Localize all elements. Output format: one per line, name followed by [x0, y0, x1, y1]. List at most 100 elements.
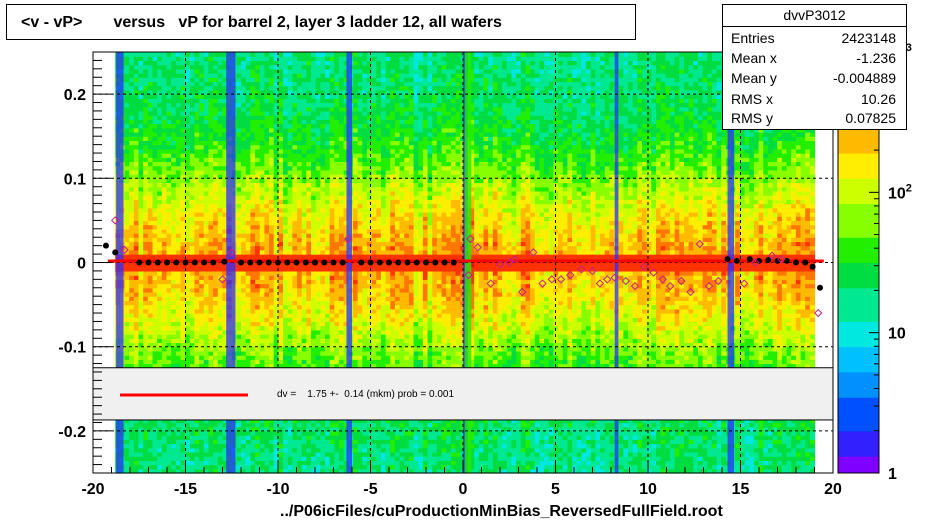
palette-bin	[838, 169, 879, 179]
stat-row-mean-y: Mean y -0.004889	[731, 70, 896, 88]
data-point	[358, 259, 365, 266]
x-tick-label: 10	[639, 481, 657, 498]
stat-row-rms-x: RMS x 10.26	[731, 91, 896, 109]
palette-bin	[838, 287, 879, 297]
palette-bin	[838, 371, 879, 381]
data-point	[112, 249, 119, 256]
data-point	[221, 258, 228, 265]
data-point	[339, 259, 346, 266]
stat-row-entries: Entries 2423148	[731, 30, 896, 48]
palette-bin	[838, 144, 879, 154]
palette-bin	[838, 270, 879, 280]
data-point	[739, 279, 749, 288]
data-point	[517, 287, 527, 297]
data-point	[466, 234, 475, 244]
palette-bin	[838, 220, 879, 230]
data-point	[413, 259, 420, 266]
data-point	[630, 281, 640, 291]
data-point	[746, 256, 753, 263]
palette-tick-label: 1	[888, 466, 897, 483]
data-point	[566, 270, 575, 280]
palette-tick-label: 102	[888, 182, 912, 202]
data-point	[110, 216, 120, 225]
data-point	[227, 248, 236, 257]
stat-label: RMS x	[731, 91, 773, 107]
data-point	[793, 259, 799, 266]
palette-bin	[838, 178, 879, 188]
palette-bin	[838, 447, 879, 457]
data-point	[610, 273, 619, 282]
palette-bin	[838, 456, 879, 466]
data-point	[817, 284, 824, 291]
palette-bin	[838, 338, 879, 348]
data-point	[556, 275, 566, 284]
stat-value: 10.26	[860, 91, 896, 107]
data-point	[765, 256, 772, 263]
data-point	[275, 259, 281, 266]
data-point	[238, 259, 244, 266]
data-point	[404, 259, 411, 266]
data-point	[595, 279, 605, 288]
y-tick-label: 0.2	[64, 87, 86, 104]
palette-bin	[838, 211, 879, 221]
data-point	[473, 243, 483, 252]
data-point	[802, 259, 809, 266]
data-point	[432, 259, 439, 266]
data-point	[164, 259, 170, 266]
data-point	[686, 287, 695, 297]
stat-row-mean-x: Mean x -1.236	[731, 50, 896, 68]
data-point	[510, 254, 520, 264]
x-tick-label: -10	[266, 481, 289, 498]
data-point	[529, 248, 538, 257]
palette-bin	[838, 304, 879, 314]
palette-bin	[838, 430, 879, 440]
palette-bin	[838, 439, 879, 449]
y-tick-label: -0.2	[58, 424, 86, 441]
data-point	[776, 254, 786, 264]
palette-bin	[838, 136, 879, 146]
data-point	[182, 259, 189, 266]
x-tick-label: 15	[732, 481, 750, 498]
data-point	[464, 270, 473, 280]
axis-layer: -20 -15 -10 -5 0 5 10 15 20 -0.2 -0.1 0 0.1 0.2	[58, 51, 842, 498]
data-point	[665, 281, 675, 291]
y-tick-label: 0	[77, 256, 86, 273]
data-point	[256, 259, 263, 266]
x-tick-label: -5	[363, 481, 377, 498]
data-point	[774, 257, 781, 264]
fit-legend-text: dv = 1.75 +- 0.14 (mkm) prob = 0.001	[277, 389, 455, 400]
palette-bin	[838, 195, 879, 205]
data-point	[191, 259, 198, 266]
palette-bin	[838, 161, 879, 171]
data-point	[136, 259, 143, 266]
palette-bin	[838, 422, 879, 432]
data-point	[603, 275, 612, 284]
palette-bin	[838, 313, 879, 322]
palette-bin	[838, 262, 879, 272]
palette-bin	[838, 355, 879, 365]
y-tick-label: 0.1	[64, 171, 86, 188]
data-point	[145, 259, 152, 266]
data-point	[154, 259, 161, 266]
data-point	[714, 276, 723, 286]
data-point	[677, 276, 686, 286]
title-box: <v - vP> versus vP for barrel 2, layer 3…	[6, 4, 636, 40]
data-point	[538, 279, 547, 288]
stat-value: -0.004889	[832, 70, 896, 86]
palette-bin	[838, 186, 879, 196]
data-point	[367, 259, 374, 266]
marker-layer	[102, 216, 824, 318]
palette-bin	[838, 329, 879, 339]
data-point	[704, 281, 714, 291]
data-point	[695, 239, 705, 249]
palette-bin	[838, 380, 879, 390]
data-point	[813, 308, 823, 318]
x-tick-label: -15	[174, 481, 197, 498]
palette-bin	[838, 203, 879, 213]
data-point	[621, 276, 631, 286]
stat-label: Mean y	[731, 70, 777, 86]
data-point	[247, 259, 254, 266]
palette-bin	[838, 321, 879, 331]
stat-label: Mean x	[731, 50, 777, 66]
